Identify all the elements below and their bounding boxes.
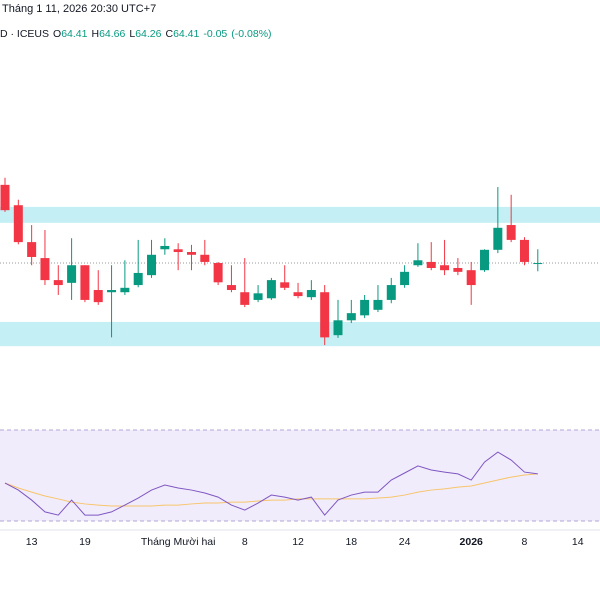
candle-body [0, 184, 10, 211]
ohlc-label: H [91, 28, 100, 40]
x-tick-label: 14 [572, 536, 584, 548]
x-tick-label: 24 [399, 536, 411, 548]
zone [0, 206, 600, 223]
candle-body [426, 261, 436, 268]
candle-body [533, 263, 543, 265]
candle-body [147, 254, 157, 276]
ohlc-value: 64.66 [99, 28, 126, 40]
x-tick-label: 8 [242, 536, 248, 548]
candle-body [400, 271, 410, 286]
candle-body [280, 282, 290, 288]
candle-body [27, 242, 37, 257]
x-tick-label: Tháng Mười hai [141, 536, 216, 548]
candle-body [493, 227, 503, 250]
candle-body [373, 299, 383, 310]
ohlc: O64.41 H64.66 L64.26 C64.41 [53, 28, 199, 40]
zone [0, 321, 600, 347]
candle-body [240, 292, 250, 305]
candle-body [293, 292, 303, 297]
candle-body [253, 293, 263, 300]
rsi-band [0, 430, 600, 521]
x-tick-label: 2026 [460, 536, 484, 548]
candle-body [93, 290, 103, 303]
candle-body [160, 245, 170, 250]
candle-body [80, 265, 90, 300]
datetime: Tháng 1 11, 2026 20:30 UTC+7 [2, 3, 157, 15]
change-pct: (-0.08%) [231, 28, 272, 40]
candle-body [53, 280, 63, 286]
candle-body [480, 249, 490, 271]
rsi-line [4, 451, 538, 516]
candle-body [333, 320, 343, 336]
candle-body [266, 280, 276, 299]
symbol: D · ICEUS [0, 28, 50, 40]
candle-body [226, 285, 236, 291]
ohlc-label: O [53, 28, 62, 40]
ohlc-item: C64.41 [165, 28, 199, 40]
candle-body [120, 287, 130, 293]
candle-body [200, 254, 210, 262]
ohlc-item: L64.26 [129, 28, 161, 40]
candle-body [386, 285, 396, 300]
x-tick-label: 8 [522, 536, 528, 548]
candle-body [67, 265, 77, 283]
ohlc-label: C [165, 28, 174, 40]
ohlc-value: 64.41 [61, 28, 88, 40]
candle-body [519, 239, 529, 262]
x-tick-label: 19 [79, 536, 91, 548]
candle-body [320, 292, 330, 338]
candle-body [107, 290, 117, 293]
legend-row: D · ICEUS O64.41 H64.66 L64.26 C64.41 -0.05… [0, 28, 272, 40]
candle-body [40, 258, 50, 281]
candle-body [186, 252, 196, 255]
ohlc-item: H64.66 [91, 28, 125, 40]
x-tick-label: 13 [26, 536, 38, 548]
ohlc-label: L [129, 28, 136, 40]
candle-body [360, 299, 370, 316]
candle-body [506, 225, 516, 240]
rsi-line [4, 473, 538, 507]
change: -0.05 [203, 28, 228, 40]
ohlc-item: O64.41 [53, 28, 87, 40]
ohlc-value: 64.41 [173, 28, 200, 40]
candle-body [453, 267, 463, 272]
candle-body [306, 290, 316, 298]
candle-body [440, 265, 450, 271]
x-tick-label: 18 [345, 536, 357, 548]
candle-body [466, 270, 476, 286]
x-tick-label: 12 [292, 536, 304, 548]
candle-body [213, 263, 223, 283]
candle-body [133, 272, 143, 286]
candle-body [346, 313, 356, 321]
candle-body [413, 260, 423, 266]
ohlc-value: 64.26 [135, 28, 162, 40]
candle-body [173, 249, 183, 253]
candle-body [13, 205, 23, 243]
